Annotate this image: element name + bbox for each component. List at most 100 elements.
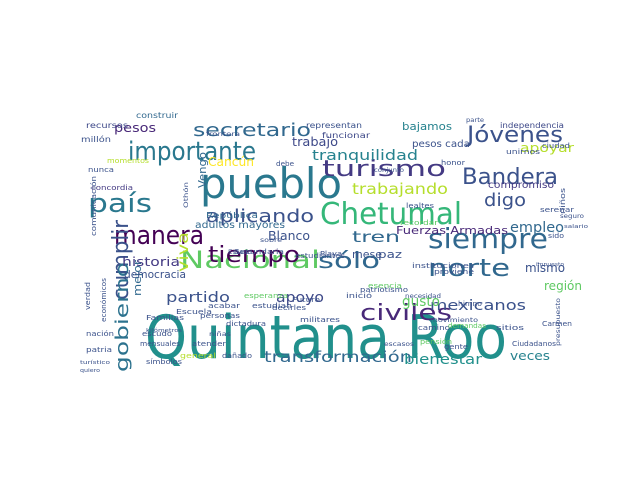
word: sitios — [496, 324, 525, 332]
word: mismo — [525, 261, 565, 275]
word: representan — [306, 121, 362, 130]
word: lealtes — [406, 202, 434, 210]
word: mese — [352, 248, 382, 261]
word: pensión — [420, 338, 452, 346]
word: turismo — [322, 157, 446, 182]
word: dañado — [222, 352, 252, 360]
word: aplicando — [206, 206, 314, 227]
word: Quintana Roo — [145, 303, 507, 373]
word: mejor — [131, 259, 144, 296]
word: impuesto — [536, 262, 564, 268]
word: digo — [484, 190, 526, 211]
word: civiles — [360, 301, 452, 326]
word: transformación — [264, 348, 412, 366]
word: patriotismo — [360, 286, 408, 294]
word: turístico — [80, 359, 110, 366]
word: país — [88, 189, 152, 219]
word: escasos — [384, 341, 414, 348]
word: acabar — [208, 302, 240, 310]
word: sobre — [260, 237, 282, 244]
word: atender — [192, 340, 226, 348]
word: bajamos — [402, 120, 452, 133]
word: parte — [466, 117, 484, 124]
word: movimiento — [430, 317, 478, 324]
word: veces — [510, 349, 550, 363]
word: mensuales — [140, 340, 180, 348]
word: República — [206, 211, 258, 220]
word: proviene — [434, 268, 474, 276]
word: salario — [564, 224, 588, 230]
word: económicos — [100, 278, 108, 322]
word: secretario — [193, 120, 311, 141]
word: demandas — [448, 322, 486, 330]
word: norte — [428, 254, 510, 282]
word: Familias — [146, 314, 184, 322]
word: mexicanos — [430, 298, 526, 314]
word: paz — [378, 248, 402, 261]
word: recordar — [400, 219, 438, 227]
word: pueblo — [200, 159, 342, 208]
word: seguro — [560, 213, 584, 220]
word: general — [180, 352, 216, 360]
word: Cancún — [208, 155, 254, 169]
word: Vengo — [196, 152, 209, 188]
word: niñas — [209, 331, 231, 338]
word: decirles — [272, 304, 306, 312]
word: gusto — [402, 294, 440, 310]
word: Carmen — [542, 320, 572, 328]
word: apoyar — [520, 141, 574, 155]
word: conjunto — [374, 167, 404, 174]
word: himno — [458, 300, 482, 308]
word: construir — [136, 111, 179, 120]
word: Jóvenes — [465, 123, 563, 148]
word: símbolos — [146, 358, 182, 366]
word: patria — [86, 346, 112, 354]
word: verdad — [84, 282, 92, 310]
word: sólo — [318, 249, 380, 274]
word: presupuesto — [555, 298, 562, 346]
word: esencia — [368, 282, 402, 290]
word: tranquilidad — [312, 148, 418, 164]
word: niños — [559, 188, 567, 214]
word: pesos — [114, 121, 156, 135]
word-cloud-background — [76, 112, 582, 382]
word: trabajo — [292, 135, 338, 149]
word: recursos — [86, 121, 128, 130]
word: cumplir — [109, 219, 134, 300]
word: comunicación — [90, 176, 98, 236]
word: Bandera — [462, 165, 558, 190]
word: millón — [81, 134, 111, 144]
word: unirnos — [506, 148, 540, 156]
word: historia — [122, 255, 180, 269]
word: necesidad — [405, 293, 441, 300]
word: partido — [166, 290, 230, 306]
word: apoyo — [276, 290, 324, 306]
word: personas — [200, 312, 240, 320]
word: estudian — [252, 302, 292, 310]
word: importante — [128, 137, 256, 167]
word: quiero — [80, 368, 100, 374]
word: Othón — [183, 182, 190, 208]
word: Escuela — [176, 308, 212, 316]
word: Blanco — [268, 229, 310, 243]
word: funcionar — [322, 131, 371, 140]
word: esperanza — [244, 292, 288, 300]
word: Estado — [228, 249, 252, 256]
word: Nacional — [180, 246, 320, 274]
word: viva — [174, 232, 192, 272]
word: serenar — [540, 206, 574, 214]
word: kilómetros — [146, 327, 183, 334]
word: escudo — [142, 330, 172, 338]
word: frontera — [206, 131, 240, 138]
word: tren — [352, 228, 400, 246]
word: honor — [441, 159, 465, 167]
word: Secundaria — [234, 248, 284, 256]
word: región — [544, 279, 582, 293]
word: estudiantes — [295, 252, 345, 260]
word: camino — [418, 324, 450, 332]
word: trabajando — [352, 180, 448, 198]
word: ciudad — [542, 142, 570, 150]
word: democracia — [124, 268, 186, 281]
word: bienestar — [404, 352, 482, 368]
